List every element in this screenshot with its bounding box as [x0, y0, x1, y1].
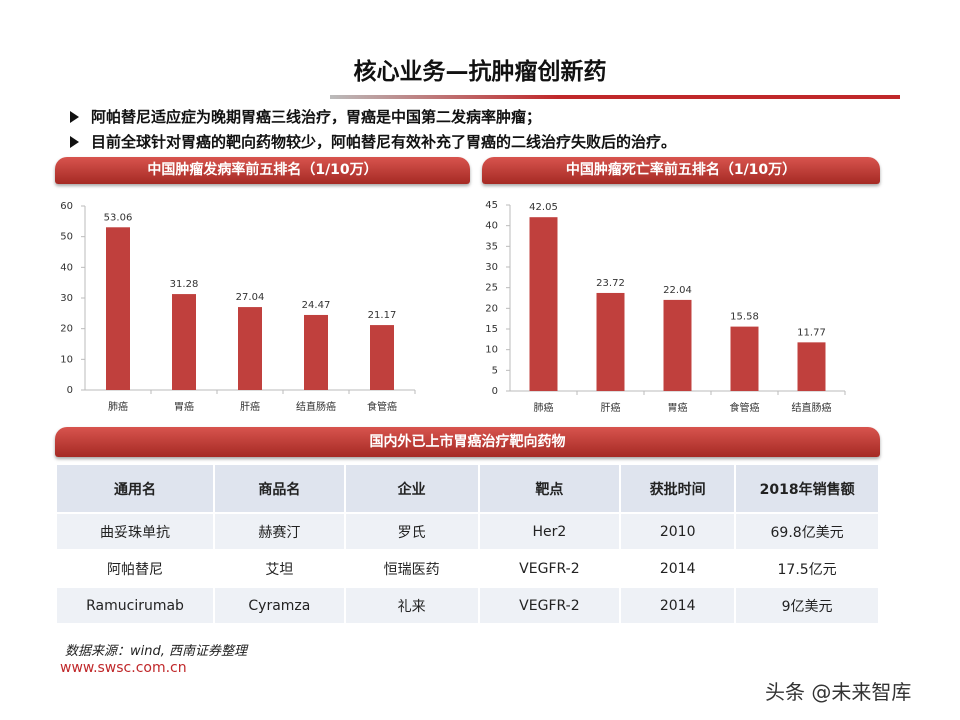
- y-tick-label: 20: [485, 303, 498, 314]
- bullet: 目前全球针对胃癌的靶向药物较少，阿帕替尼有效补充了胃癌的二线治疗失败后的治疗。: [70, 131, 676, 152]
- value-label: 42.05: [529, 202, 558, 213]
- table-row: 阿帕替尼 艾坦 恒瑞医药 VEGFR-2 2014 17.5亿元: [54, 549, 880, 588]
- y-tick-label: 50: [60, 232, 73, 243]
- x-tick-label: 胃癌: [174, 400, 194, 413]
- chart-title: 中国肿瘤死亡率前五排名（1/10万）: [482, 157, 880, 184]
- table-cell: 赫赛汀: [213, 512, 346, 551]
- table-row: 通用名 商品名 企业 靶点 获批时间 2018年销售额: [54, 463, 880, 514]
- table: 通用名 商品名 企业 靶点 获批时间 2018年销售额 曲妥珠单抗 赫赛汀 罗氏 Her2 2010…: [54, 463, 880, 625]
- y-tick-label: 30: [60, 293, 73, 304]
- url: www.swsc.com.cn: [60, 660, 187, 676]
- y-tick-label: 10: [485, 345, 498, 356]
- y-tick-label: 10: [60, 354, 73, 365]
- table-cell: 阿帕替尼: [54, 549, 216, 588]
- table-cell: 17.5亿元: [734, 549, 880, 588]
- table-cell: 通用名: [54, 463, 216, 514]
- table-cell: 69.8亿美元: [734, 512, 880, 551]
- table-row: Ramucirumab Cyramza 礼来 VEGFR-2 2014 9亿美元: [54, 586, 880, 625]
- table-cell: 2014: [619, 549, 737, 588]
- title: 核心业务—抗肿瘤创新药: [353, 59, 607, 85]
- value-label: 21.17: [368, 310, 397, 321]
- table-cell: 罗氏: [343, 512, 480, 551]
- x-tick-label: 结直肠癌: [296, 400, 336, 413]
- value-label: 24.47: [302, 300, 331, 311]
- bar: [172, 294, 196, 390]
- table-cell: VEGFR-2: [477, 549, 622, 588]
- y-tick-label: 40: [485, 221, 498, 232]
- y-tick-label: 60: [60, 201, 73, 212]
- y-tick-label: 0: [492, 386, 498, 397]
- value-label: 23.72: [596, 278, 625, 289]
- y-tick-label: 45: [485, 200, 498, 211]
- chart-title: 中国肿瘤发病率前五排名（1/10万）: [55, 157, 470, 184]
- table-cell: 2010: [619, 512, 737, 551]
- y-tick-label: 35: [485, 241, 498, 252]
- value-label: 11.77: [797, 327, 826, 338]
- bullet-text: 目前全球针对胃癌的靶向药物较少，阿帕替尼有效补充了胃癌的二线治疗失败后的治疗。: [91, 133, 677, 151]
- y-tick-label: 20: [60, 324, 73, 335]
- x-tick-label: 结直肠癌: [792, 401, 832, 414]
- title-rule: [330, 95, 900, 99]
- x-tick-label: 胃癌: [668, 401, 688, 414]
- table-cell: 靶点: [477, 463, 622, 514]
- y-tick-label: 30: [485, 262, 498, 273]
- table-cell: VEGFR-2: [477, 586, 622, 625]
- table-cell: 礼来: [343, 586, 480, 625]
- x-tick-label: 肝癌: [240, 400, 260, 413]
- value-label: 15.58: [730, 312, 759, 323]
- bar: [370, 325, 394, 390]
- x-tick-label: 肺癌: [108, 400, 128, 413]
- table-cell: 2018年销售额: [734, 463, 880, 514]
- bar: [596, 292, 625, 391]
- y-tick-label: 15: [485, 324, 498, 335]
- table-cell: 9亿美元: [734, 586, 880, 625]
- table-cell: Her2: [477, 512, 622, 551]
- table-cell: Cyramza: [213, 586, 346, 625]
- table-row: 曲妥珠单抗 赫赛汀 罗氏 Her2 2010 69.8亿美元: [54, 512, 880, 551]
- table-cell: 2014: [619, 586, 737, 625]
- source: 数据来源：wind, 西南证券整理: [65, 644, 248, 659]
- x-tick-label: 食管癌: [730, 401, 760, 414]
- table-cell: 企业: [343, 463, 480, 514]
- bar: [238, 307, 262, 390]
- x-tick-label: 肝癌: [601, 401, 621, 414]
- bar: [304, 314, 328, 390]
- table-title: 国内外已上市胃癌治疗靶向药物: [55, 427, 880, 457]
- value-label: 22.04: [663, 285, 692, 296]
- y-tick-label: 5: [492, 365, 498, 376]
- bullet-text: 阿帕替尼适应症为晚期胃癌三线治疗，胃癌是中国第二发病率肿瘤；: [91, 108, 542, 126]
- x-tick-label: 食管癌: [367, 400, 397, 413]
- bar: [663, 299, 692, 391]
- value-label: 27.04: [236, 292, 265, 303]
- table-cell: 商品名: [213, 463, 346, 514]
- table-cell: 艾坦: [213, 549, 346, 588]
- y-tick-label: 40: [60, 262, 73, 273]
- x-tick-label: 肺癌: [534, 401, 554, 414]
- bar: [797, 342, 826, 391]
- value-label: 53.06: [104, 212, 133, 223]
- table-cell: 恒瑞医药: [343, 549, 480, 588]
- bar: [529, 217, 558, 391]
- table-cell: Ramucirumab: [54, 586, 216, 625]
- value-label: 31.28: [170, 279, 199, 290]
- bullet: 阿帕替尼适应症为晚期胃癌三线治疗，胃癌是中国第二发病率肿瘤；: [70, 106, 541, 127]
- y-tick-label: 0: [67, 385, 73, 396]
- table-cell: 曲妥珠单抗: [54, 512, 216, 551]
- y-tick-label: 25: [485, 283, 498, 294]
- bar: [106, 227, 130, 390]
- table-cell: 获批时间: [619, 463, 737, 514]
- watermark: 头条 @未来智库: [765, 680, 912, 704]
- bar: [730, 326, 759, 391]
